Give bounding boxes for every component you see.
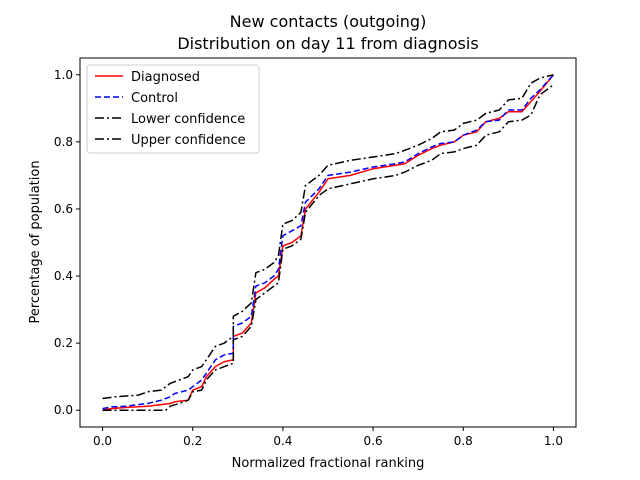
chart-subtitle: Distribution on day 11 from diagnosis xyxy=(177,34,478,53)
series-line-1 xyxy=(102,74,555,410)
series-line-2 xyxy=(102,84,554,411)
x-tick-label: 0.6 xyxy=(364,434,383,448)
x-tick-label: 0.0 xyxy=(93,434,112,448)
y-tick-label: 0.0 xyxy=(54,403,73,417)
y-tick-label: 1.0 xyxy=(54,68,73,82)
series-layer xyxy=(102,74,555,411)
series-line-3 xyxy=(102,74,554,400)
tick-layer: 0.0 0.2 0.4 0.6 0.8 1.0 0.0 0.2 0.4 0.6 0.8 1.0 xyxy=(54,68,563,448)
x-tick-label: 0.4 xyxy=(273,434,292,448)
y-tick-label: 0.2 xyxy=(54,336,73,350)
y-axis-label: Percentage of population xyxy=(28,160,43,323)
plot-frame xyxy=(79,57,577,428)
x-tick-label: 0.8 xyxy=(454,434,473,448)
series-line-0 xyxy=(102,74,555,411)
x-axis-label: Normalized fractional ranking xyxy=(232,456,425,471)
legend-label-3: Upper confidence xyxy=(131,133,246,148)
legend-box xyxy=(86,64,260,154)
x-tick-label: 1.0 xyxy=(544,434,563,448)
y-tick-label: 0.6 xyxy=(54,202,73,216)
x-tick-label: 0.2 xyxy=(183,434,202,448)
chart-title: New contacts (outgoing) xyxy=(230,12,427,31)
legend-label-1: Control xyxy=(131,91,178,106)
legend-label-2: Lower confidence xyxy=(131,112,245,127)
y-tick-label: 0.8 xyxy=(54,135,73,149)
legend-label-0: Diagnosed xyxy=(131,70,200,85)
y-tick-label: 0.4 xyxy=(54,269,73,283)
legend: Diagnosed Control Lower confidence Upper co… xyxy=(86,64,260,154)
